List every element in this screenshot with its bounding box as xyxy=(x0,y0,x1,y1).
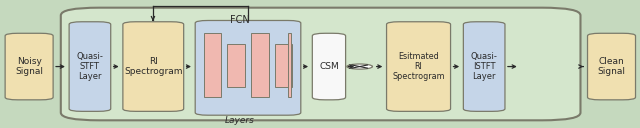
Bar xyxy=(288,33,291,97)
Bar xyxy=(251,33,269,97)
Text: Quasi-
ISTFT
Layer: Quasi- ISTFT Layer xyxy=(471,52,497,81)
FancyBboxPatch shape xyxy=(5,33,53,100)
FancyBboxPatch shape xyxy=(61,8,580,120)
Text: Noisy
Signal: Noisy Signal xyxy=(15,57,43,76)
Text: Clean
Signal: Clean Signal xyxy=(598,57,625,76)
FancyBboxPatch shape xyxy=(387,22,451,111)
Bar xyxy=(275,44,292,87)
Bar xyxy=(227,44,245,87)
FancyBboxPatch shape xyxy=(69,22,111,111)
Text: CSM: CSM xyxy=(319,62,339,71)
Text: FCN: FCN xyxy=(230,15,250,25)
Text: Quasi-
STFT
Layer: Quasi- STFT Layer xyxy=(77,52,103,81)
FancyBboxPatch shape xyxy=(312,33,346,100)
Bar xyxy=(204,33,221,97)
FancyBboxPatch shape xyxy=(195,20,301,115)
Text: Esitmated
RI
Spectrogram: Esitmated RI Spectrogram xyxy=(392,52,445,81)
Text: Layers: Layers xyxy=(225,116,255,125)
FancyBboxPatch shape xyxy=(588,33,636,100)
Circle shape xyxy=(347,64,372,69)
Text: RI
Spectrogram: RI Spectrogram xyxy=(124,57,182,76)
FancyBboxPatch shape xyxy=(123,22,184,111)
FancyBboxPatch shape xyxy=(463,22,505,111)
